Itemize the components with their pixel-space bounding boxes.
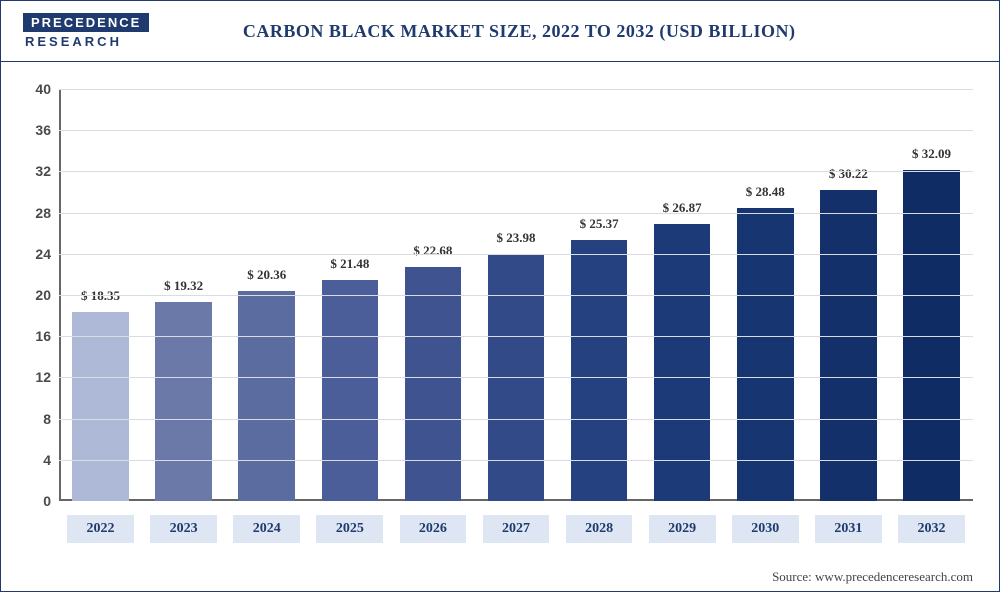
y-tick-label: 32 — [35, 163, 51, 179]
title-wrap: CARBON BLACK MARKET SIZE, 2022 TO 2032 (… — [179, 21, 999, 42]
bar: $ 22.68 — [405, 267, 462, 501]
category-label: 2030 — [732, 515, 799, 543]
y-tick-label: 20 — [35, 287, 51, 303]
bar: $ 20.36 — [238, 291, 295, 501]
value-label: $ 32.09 — [892, 146, 971, 162]
category-label: 2022 — [67, 515, 134, 543]
y-tick-label: 40 — [35, 81, 51, 97]
chart-container: PRECEDENCE RESEARCH CARBON BLACK MARKET … — [0, 0, 1000, 592]
grid-line — [59, 460, 973, 461]
category-label: 2024 — [233, 515, 300, 543]
chart-title: CARBON BLACK MARKET SIZE, 2022 TO 2032 (… — [243, 21, 796, 41]
bar: $ 18.35 — [72, 312, 129, 501]
category-label: 2029 — [649, 515, 716, 543]
y-tick-label: 12 — [35, 369, 51, 385]
plot-area: $ 18.352022$ 19.322023$ 20.362024$ 21.48… — [59, 89, 973, 501]
category-label: 2031 — [815, 515, 882, 543]
grid-line — [59, 213, 973, 214]
value-label: $ 22.68 — [393, 243, 472, 259]
divider — [1, 61, 999, 62]
value-label: $ 19.32 — [144, 278, 223, 294]
value-label: $ 18.35 — [61, 288, 140, 304]
category-label: 2025 — [316, 515, 383, 543]
bar: $ 21.48 — [322, 280, 379, 501]
grid-line — [59, 130, 973, 131]
value-label: $ 21.48 — [310, 256, 389, 272]
y-tick-label: 0 — [43, 493, 51, 509]
y-tick-label: 24 — [35, 246, 51, 262]
bar: $ 30.22 — [820, 190, 877, 501]
value-label: $ 30.22 — [809, 166, 888, 182]
grid-line — [59, 377, 973, 378]
bar: $ 28.48 — [737, 208, 794, 501]
y-tick-label: 8 — [43, 411, 51, 427]
bar: $ 25.37 — [571, 240, 628, 501]
value-label: $ 23.98 — [476, 230, 555, 246]
grid-line — [59, 254, 973, 255]
source-text: Source: www.precedenceresearch.com — [772, 569, 973, 585]
value-label: $ 26.87 — [643, 200, 722, 216]
category-label: 2032 — [898, 515, 965, 543]
category-label: 2026 — [400, 515, 467, 543]
grid-line — [59, 419, 973, 420]
category-label: 2027 — [483, 515, 550, 543]
category-label: 2023 — [150, 515, 217, 543]
grid-line — [59, 295, 973, 296]
value-label: $ 20.36 — [227, 267, 306, 283]
category-label: 2028 — [566, 515, 633, 543]
grid-line — [59, 171, 973, 172]
bar: $ 19.32 — [155, 302, 212, 501]
y-tick-label: 16 — [35, 328, 51, 344]
y-tick-label: 4 — [43, 452, 51, 468]
value-label: $ 25.37 — [560, 216, 639, 232]
grid-line — [59, 89, 973, 90]
y-tick-label: 28 — [35, 205, 51, 221]
y-tick-label: 36 — [35, 122, 51, 138]
value-label: $ 28.48 — [726, 184, 805, 200]
logo-top-text: PRECEDENCE — [23, 13, 149, 32]
logo: PRECEDENCE RESEARCH — [23, 13, 149, 49]
logo-bottom-text: RESEARCH — [23, 34, 122, 49]
header: PRECEDENCE RESEARCH CARBON BLACK MARKET … — [1, 1, 999, 61]
grid-line — [59, 336, 973, 337]
